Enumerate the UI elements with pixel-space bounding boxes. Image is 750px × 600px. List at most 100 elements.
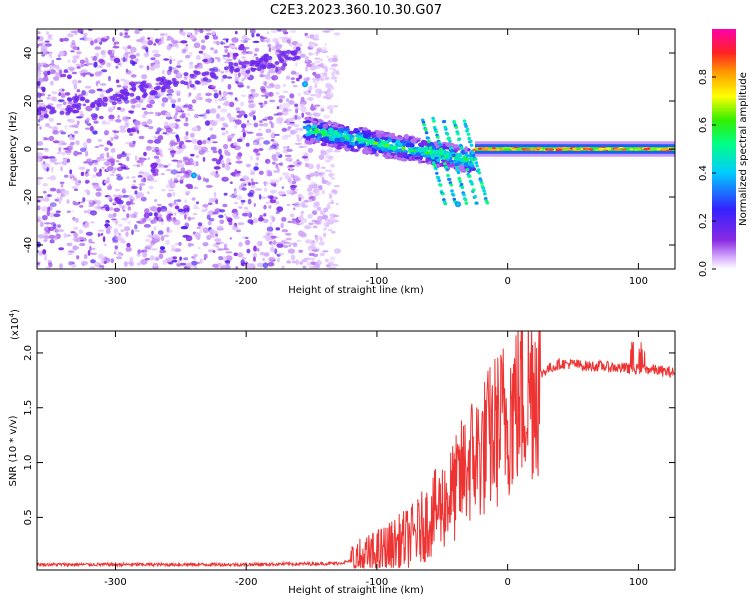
- heatmap-cell: [274, 84, 281, 90]
- heatmap-cell: [360, 137, 366, 141]
- heatmap-cell: [60, 166, 63, 172]
- heatmap-cell: [56, 122, 62, 126]
- heatmap-cell: [299, 232, 307, 238]
- heatmap-cell: [417, 159, 423, 164]
- heatmap-cell: [374, 152, 379, 157]
- heatmap-cell: [126, 176, 130, 179]
- heatmap-cell: [76, 66, 81, 69]
- snr-y-multiplier-exponent: 4: [8, 312, 16, 317]
- heatmap-cell: [61, 160, 68, 166]
- heatmap-cell: [131, 186, 138, 189]
- heatmap-cell: [228, 101, 235, 108]
- heatmap-cell: [247, 212, 251, 218]
- heatmap-cell: [183, 81, 189, 86]
- heatmap-cell: [189, 73, 195, 78]
- heatmap-cell: [383, 137, 389, 141]
- heatmap-cell: [308, 252, 315, 257]
- heatmap-cell: [324, 68, 329, 73]
- heatmap-cell: [103, 243, 107, 247]
- heatmap-cell: [278, 117, 283, 124]
- heatmap-cell: [203, 54, 211, 60]
- heatmap-cell: [262, 118, 268, 121]
- heatmap-cell: [398, 143, 404, 147]
- heatmap-cell: [309, 34, 315, 39]
- heatmap-cell: [206, 212, 211, 215]
- heatmap-cell: [250, 178, 254, 182]
- colorbar-tick-label: 0.8: [698, 69, 709, 85]
- heatmap-cell: [176, 65, 182, 68]
- heatmap-cell: [216, 40, 220, 46]
- heatmap-cell: [141, 94, 147, 99]
- heatmap-cell: [185, 262, 193, 268]
- heatmap-cell: [43, 239, 48, 242]
- heatmap-cell: [43, 190, 47, 194]
- heatmap-cell: [133, 179, 137, 183]
- heatmap-cell: [110, 258, 115, 264]
- heatmap-cell: [218, 214, 224, 219]
- heatmap-cell: [475, 164, 479, 168]
- x-tick-label: 0: [504, 577, 510, 588]
- heatmap-cell: [436, 135, 440, 139]
- heatmap-cell: [442, 150, 448, 156]
- heatmap-cell: [288, 164, 295, 168]
- heatmap-cell: [135, 52, 140, 57]
- heatmap-cell: [137, 175, 143, 178]
- heatmap-cell: [116, 253, 122, 256]
- heatmap-cell: [204, 120, 211, 126]
- heatmap-cell: [107, 49, 113, 55]
- heatmap-cell: [235, 160, 243, 164]
- heatmap-cell: [160, 41, 165, 44]
- heatmap-cell: [47, 226, 55, 232]
- heatmap-cell: [226, 112, 232, 119]
- heatmap-cell: [115, 119, 122, 123]
- heatmap-cell: [255, 152, 261, 156]
- heatmap-cell: [92, 130, 98, 135]
- heatmap-cell: [462, 119, 467, 123]
- heatmap-cell: [130, 74, 137, 78]
- heatmap-cell: [167, 179, 171, 183]
- heatmap-cell: [314, 104, 321, 107]
- heatmap-cell: [286, 145, 290, 150]
- heatmap-cell: [452, 153, 456, 157]
- heatmap-cell: [370, 131, 377, 135]
- heatmap-cell: [113, 41, 120, 45]
- heatmap-cell: [237, 252, 244, 258]
- heatmap-cell: [116, 97, 122, 102]
- heatmap-cell: [246, 131, 254, 134]
- heatmap-cell: [111, 218, 117, 221]
- heatmap-cell: [396, 139, 401, 145]
- heatmap-cell: [469, 156, 474, 160]
- heatmap-cell: [275, 163, 279, 169]
- heatmap-cell: [153, 199, 158, 202]
- heatmap-cell: [327, 221, 335, 225]
- heatmap-cell: [186, 32, 192, 36]
- heatmap-cell: [252, 142, 258, 146]
- heatmap-cell: [76, 120, 80, 125]
- heatmap-cell: [478, 147, 482, 150]
- heatmap-cell: [134, 155, 138, 161]
- heatmap-cell: [147, 37, 151, 40]
- heatmap-cell: [122, 116, 130, 122]
- heatmap-cell: [228, 64, 234, 69]
- heatmap-cell: [646, 147, 651, 150]
- heatmap-cell: [98, 58, 104, 63]
- heatmap-cell: [422, 123, 427, 127]
- heatmap-cell: [225, 259, 231, 265]
- heatmap-cell: [331, 230, 336, 234]
- heatmap-cell: [290, 184, 298, 189]
- heatmap-cell: [85, 117, 91, 122]
- heatmap-cell: [37, 218, 41, 223]
- heatmap-cell: [275, 227, 281, 231]
- heatmap-cell: [444, 127, 448, 131]
- heatmap-cell: [204, 35, 208, 40]
- heatmap-cell: [274, 61, 280, 65]
- heatmap-cell: [148, 95, 156, 101]
- heatmap-cell: [281, 127, 288, 132]
- heatmap-cell: [47, 70, 51, 76]
- heatmap-cell: [308, 198, 313, 203]
- heatmap-cell: [249, 29, 256, 34]
- heatmap-cell: [298, 221, 305, 225]
- heatmap-cell: [188, 64, 194, 69]
- heatmap-cell: [236, 114, 243, 119]
- heatmap-cell: [123, 35, 131, 39]
